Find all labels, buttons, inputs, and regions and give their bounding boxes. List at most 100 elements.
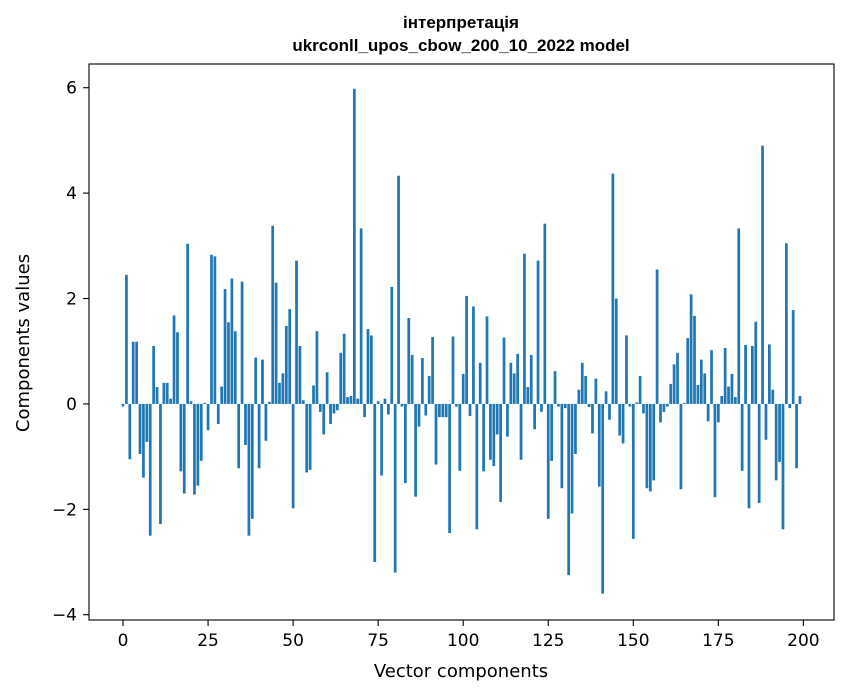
bar [682,402,686,404]
bar [730,373,734,404]
bar [448,403,451,534]
bar [176,332,179,404]
bar [485,316,489,404]
y-tick-label: −2 [52,500,77,520]
bar [696,384,700,404]
plot-area-frame [88,63,835,621]
bar [291,403,295,509]
bar [349,396,353,404]
bar [468,403,472,417]
chart-title: інтерпретація ukrconll_upos_cbow_200_10_… [292,13,629,55]
bar [138,403,142,454]
bar [172,315,176,404]
bar [472,306,475,404]
bar [672,364,676,404]
bar [655,269,659,404]
bar [455,403,458,407]
bar [785,243,788,404]
bar [679,403,683,490]
bar [193,403,196,495]
bar [458,403,462,471]
bar [506,403,509,437]
bar [400,403,404,407]
bar [380,403,383,476]
bar [131,341,135,404]
bar [771,389,775,404]
bar [281,373,285,404]
bar [424,403,428,416]
bar [359,228,363,404]
bar [298,345,302,404]
bar [376,401,380,404]
bar [529,354,533,404]
bar [288,309,292,404]
bar [257,403,261,469]
bar [577,389,581,404]
bar [237,403,241,469]
bar [703,373,707,404]
bar [574,403,577,454]
bar [267,401,271,404]
bar [594,378,598,404]
bar [434,403,438,465]
bar [210,254,213,404]
x-tick-label: 25 [197,631,219,651]
bar [621,403,625,444]
bar [264,403,268,441]
bar [754,321,758,404]
bar [339,352,343,404]
bar [489,403,492,460]
bar [798,396,802,404]
y-tick-label: −4 [52,606,77,626]
bar [570,403,574,514]
bar [720,396,724,404]
bar [227,322,230,404]
x-tick-label: 200 [787,631,819,651]
bar [254,357,258,404]
bar [628,403,632,407]
bar [165,382,169,404]
bar [152,345,155,404]
bar [162,382,166,404]
bar [240,281,244,404]
bar [710,350,713,404]
x-tick-label: 75 [367,631,389,651]
bar [203,402,207,404]
bar [580,362,584,404]
bar [461,373,465,404]
bar [536,260,540,404]
bar [451,336,455,404]
bar [642,403,645,414]
bar [516,353,519,404]
bar [757,403,761,503]
bar [563,403,567,409]
bar [482,403,485,472]
y-axis-ticks: −4 −2 0 2 4 6 [52,79,89,626]
bar [778,403,781,462]
bar [557,403,560,407]
bar [335,403,339,411]
x-tick-label: 150 [617,631,649,651]
bar [301,400,305,404]
bar [768,344,771,404]
bar [540,403,543,412]
bar [233,331,237,404]
bar [597,403,601,487]
bar [478,362,482,404]
bar [196,403,200,486]
bar [591,403,594,434]
bar [329,403,332,424]
bar [665,403,669,407]
bar [414,403,417,497]
bar [421,358,424,404]
bar [499,403,502,502]
bar [618,403,622,436]
bar [723,348,727,404]
bar [373,403,377,563]
x-tick-label: 0 [118,631,129,651]
x-tick-label: 175 [702,631,734,651]
bar [308,403,312,470]
bar [645,403,649,489]
bar [509,362,513,404]
bar [550,403,554,461]
